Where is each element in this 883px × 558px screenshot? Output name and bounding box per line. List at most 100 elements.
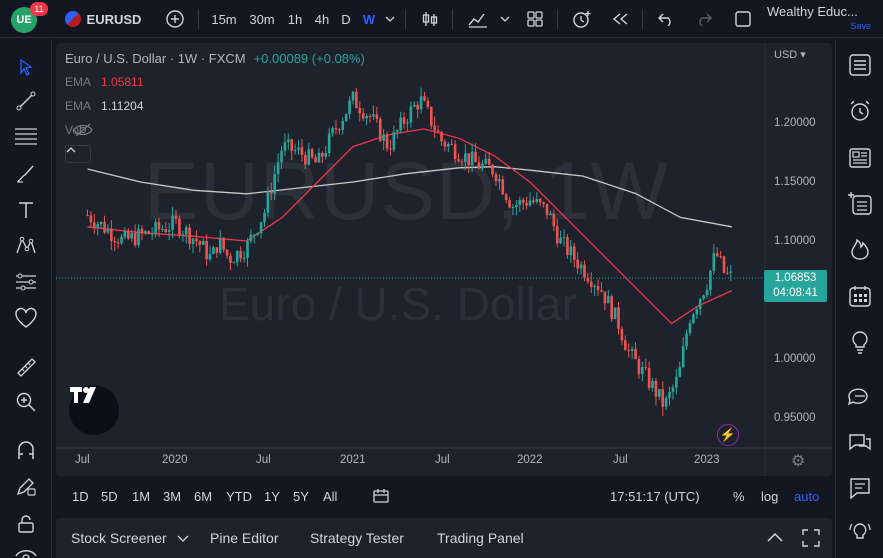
range-5d[interactable]: 5D: [101, 488, 118, 504]
date-range-button[interactable]: [372, 479, 390, 513]
candle: [460, 158, 464, 167]
tab-trading-panel[interactable]: Trading Panel: [437, 530, 524, 546]
lock-tool[interactable]: [10, 509, 42, 539]
candle: [259, 221, 263, 239]
timeframe-1h[interactable]: 1h: [287, 11, 303, 27]
collapse-legend-button[interactable]: [65, 145, 91, 163]
legend-title[interactable]: Euro / U.S. Dollar · 1W · FXCM: [65, 51, 246, 66]
redo-button[interactable]: [691, 0, 717, 38]
log-toggle[interactable]: log: [761, 488, 779, 504]
tab-pine-editor[interactable]: Pine Editor: [210, 530, 279, 546]
indicators-dropdown[interactable]: [498, 0, 512, 38]
indicators-button[interactable]: [464, 0, 492, 38]
candle: [341, 117, 345, 135]
favorites-tool[interactable]: [10, 303, 42, 333]
eye-off-icon[interactable]: [73, 123, 93, 137]
expand-panel-button[interactable]: [767, 518, 783, 558]
candle: [589, 272, 593, 293]
candle: [685, 329, 688, 350]
candle: [654, 378, 658, 406]
candle: [327, 127, 331, 157]
zoom-in-tool[interactable]: [10, 387, 42, 417]
utc-clock[interactable]: 17:51:17 (UTC): [610, 488, 700, 504]
timeframe-15m[interactable]: 15m: [211, 11, 237, 27]
timeframe-d[interactable]: D: [341, 11, 351, 27]
range-5y[interactable]: 5Y: [293, 488, 309, 504]
chats-button[interactable]: [845, 383, 875, 413]
chart-settings-gear-icon[interactable]: ⚙: [791, 453, 806, 470]
currency-selector[interactable]: USD ▾: [774, 48, 806, 61]
undo-icon: [658, 13, 671, 26]
timeframe-4h[interactable]: 4h: [314, 11, 330, 27]
timeframe-dropdown[interactable]: [382, 0, 398, 38]
candle: [470, 143, 474, 173]
fullscreen-toggle[interactable]: [731, 0, 755, 38]
candle: [167, 222, 171, 241]
range-1y[interactable]: 1Y: [264, 488, 280, 504]
candle: [99, 221, 103, 229]
watchlist-add-button[interactable]: [845, 188, 875, 218]
hotlists-button[interactable]: [845, 234, 875, 264]
alert-button[interactable]: [568, 0, 596, 38]
cursor-tool[interactable]: [10, 52, 42, 82]
layout-button[interactable]: [522, 0, 548, 38]
ema-fast-legend[interactable]: EMA 1.05811: [65, 75, 144, 89]
timeframe-w[interactable]: W: [362, 11, 376, 27]
streams-button[interactable]: [845, 428, 875, 458]
range-ytd[interactable]: YTD: [226, 488, 252, 504]
alerts-button[interactable]: [845, 96, 875, 126]
tradingview-logo[interactable]: [69, 385, 119, 435]
watchlist-button[interactable]: [845, 50, 875, 80]
tab-stock-screener[interactable]: Stock Screener: [71, 518, 189, 558]
trendline-tool[interactable]: [10, 86, 42, 116]
hide-drawings-tool[interactable]: [10, 539, 42, 558]
prediction-tool[interactable]: [10, 267, 42, 297]
replay-button[interactable]: [606, 0, 634, 38]
pattern-tool[interactable]: [10, 231, 42, 261]
candle: [412, 101, 416, 108]
account-menu[interactable]: Wealthy Educ... Save: [767, 0, 871, 38]
auto-scale-toggle[interactable]: auto: [794, 488, 820, 504]
magnet-tool[interactable]: [10, 435, 42, 465]
calendar-range-icon: [373, 489, 389, 503]
price-chart[interactable]: [56, 43, 832, 476]
fib-tool[interactable]: [10, 121, 42, 151]
candle: [334, 119, 338, 135]
range-1d[interactable]: 1D: [72, 488, 89, 504]
undo-button[interactable]: [653, 0, 679, 38]
candle: [365, 113, 368, 126]
compare-symbol-button[interactable]: [162, 0, 188, 38]
symbol-search-button[interactable]: EURUSD: [62, 0, 144, 38]
flash-icon[interactable]: ⚡: [717, 424, 739, 446]
range-all[interactable]: All: [323, 488, 338, 504]
timeframe-30m[interactable]: 30m: [249, 11, 275, 27]
maximize-panel-button[interactable]: [802, 518, 820, 558]
news-button[interactable]: [845, 143, 875, 173]
measure-tool[interactable]: [10, 352, 42, 382]
notifications-button[interactable]: [845, 473, 875, 503]
stay-in-drawing-tool[interactable]: [10, 471, 42, 501]
brush-tool[interactable]: [10, 159, 42, 189]
candle: [487, 152, 491, 166]
ideas-button[interactable]: [845, 327, 875, 357]
tab-strategy-tester[interactable]: Strategy Tester: [310, 530, 404, 546]
ema-slow-legend[interactable]: EMA 1.11204: [65, 99, 144, 113]
currency-chevron-icon: ▾: [797, 49, 806, 61]
symbol-watermark: EURUSD, 1W: [144, 146, 669, 237]
text-tool[interactable]: [10, 195, 42, 225]
help-button[interactable]: [845, 517, 875, 547]
percent-toggle[interactable]: %: [733, 488, 745, 504]
redo-icon: [699, 13, 712, 26]
chart-type-button[interactable]: [417, 0, 443, 38]
candle: [290, 138, 294, 161]
candle: [96, 221, 100, 236]
last-price-label: 1.06853 04:08:41: [764, 270, 827, 302]
chart-pane[interactable]: EURUSD, 1W Euro / U.S. Dollar Euro / U.S…: [56, 43, 832, 476]
range-3m[interactable]: 3M: [163, 488, 182, 504]
range-1m[interactable]: 1M: [132, 488, 151, 504]
volume-legend[interactable]: Vol: [65, 123, 93, 137]
candle: [110, 220, 113, 251]
calendar-button[interactable]: [845, 281, 875, 311]
range-6m[interactable]: 6M: [194, 488, 213, 504]
save-label[interactable]: Save: [850, 21, 871, 31]
